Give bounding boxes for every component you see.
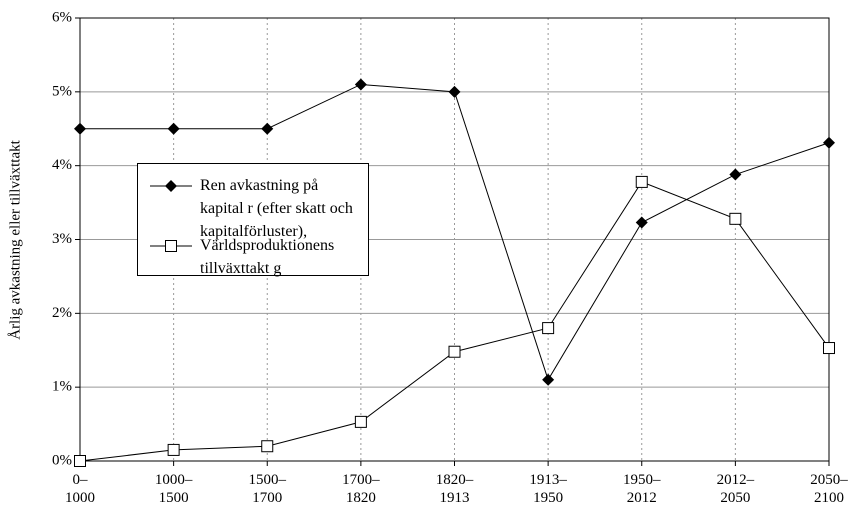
x-tick-label: 1500–1700 — [248, 472, 287, 506]
y-tick-label: 3% — [52, 231, 72, 247]
y-tick-label: 0% — [52, 452, 72, 468]
y-axis-label: Årlig avkastning eller tillväxttakt — [7, 139, 23, 339]
point — [729, 168, 742, 181]
point — [542, 322, 555, 335]
legend-label: Ren avkastning på kapital r (efter skatt… — [200, 177, 353, 240]
point — [729, 212, 742, 225]
x-tick-label: 1700–1820 — [342, 472, 380, 506]
legend-label: Världsproduktionens tillväxttakt g — [200, 237, 335, 277]
y-tick-label: 4% — [52, 157, 72, 173]
legend-symbols — [150, 180, 192, 252]
legend-marker — [165, 240, 177, 252]
y-tick-label: 2% — [52, 305, 72, 321]
point — [542, 373, 555, 386]
point — [167, 122, 180, 135]
point — [74, 122, 86, 135]
point — [261, 440, 274, 453]
x-tick-label: 0–1000 — [65, 472, 95, 506]
legend-marker — [165, 180, 177, 192]
point — [635, 175, 648, 188]
point — [823, 136, 835, 149]
x-tick-label: 2012–2050 — [716, 472, 755, 506]
x-tick-label: 2050–2100 — [810, 472, 848, 506]
x-tick-label: 1950–2012 — [623, 472, 661, 506]
point — [167, 443, 180, 456]
point — [354, 78, 367, 91]
x-tick-label: 1000–1500 — [154, 472, 193, 506]
y-tick-label: 1% — [52, 379, 72, 395]
y-tick-label: 5% — [52, 83, 72, 99]
y-tick-label: 6% — [52, 9, 72, 25]
legend: Ren avkastning på kapital r (efter skatt… — [137, 163, 369, 277]
x-tick-label: 1913–1950 — [529, 472, 567, 506]
point — [354, 415, 367, 428]
point — [448, 345, 461, 358]
point — [261, 122, 274, 135]
point — [823, 342, 835, 355]
point — [448, 85, 461, 98]
point — [635, 216, 648, 229]
x-tick-label: 1820–1913 — [435, 472, 474, 506]
point — [74, 455, 86, 467]
plot-frame — [79, 17, 830, 462]
